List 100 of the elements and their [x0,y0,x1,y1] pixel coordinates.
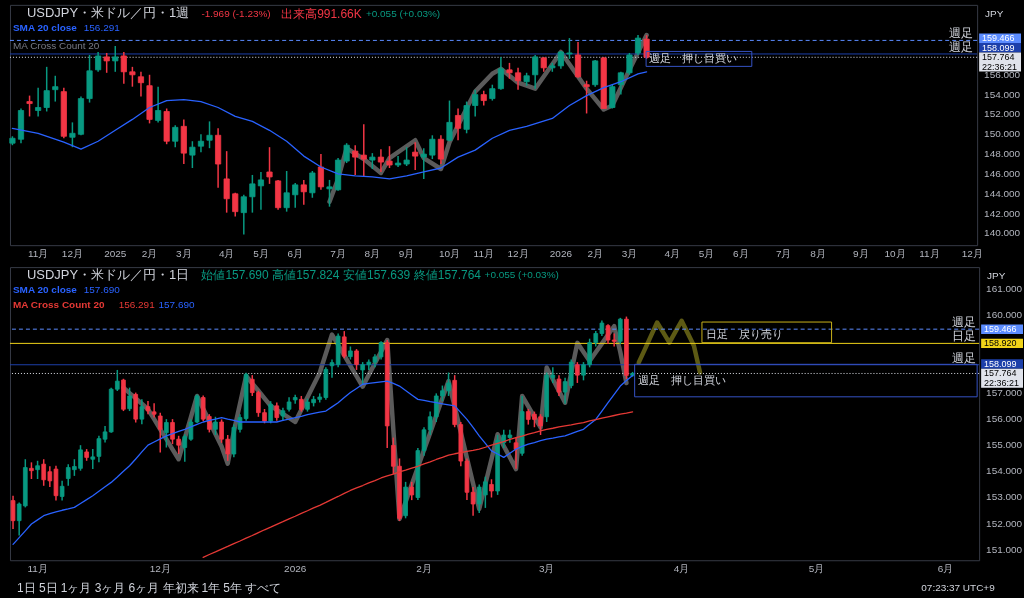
annotation: -1.969 (-1.23%) [201,7,271,19]
x-tick-label: 11月 [919,248,940,260]
annotation: MA Cross Count 20 [12,39,100,51]
candlestick [412,141,419,171]
x-tick-label: 5月 [808,562,825,574]
candlestick [95,51,102,73]
text: 1日 [16,581,36,596]
candlestick [300,179,307,206]
x-tick-label: 7月 [775,248,792,260]
x-tick-label: 5月 [253,248,269,260]
candlestick [120,51,127,85]
candlestick [206,120,213,149]
text: SMA 20 close [12,284,78,296]
candlestick [164,418,169,449]
x-tick-label: 5月 [698,248,715,260]
x-tick-label: 12月 [149,562,171,574]
chart-title: USDJPY・米ドル／円・1週 [26,4,190,20]
candlestick [155,85,162,124]
y-tick-label: 157.000 [986,387,1023,399]
text: 07:23:37 UTC+9 [921,582,996,594]
candlestick [317,153,324,191]
candlestick [43,66,50,113]
candlestick [583,79,590,115]
candlestick [437,134,444,165]
annotation: 157.690 [83,284,121,296]
x-tick-label: 4月 [218,248,235,260]
x-tick-label: 2025 [104,248,127,260]
candlestick [446,99,453,142]
x-tick-label: 3月 [621,248,638,260]
x-tick-label: 2月 [587,248,603,260]
text: 1年 [201,581,221,596]
y-tick-label: 144.000 [984,187,1021,199]
candlestick [139,398,145,426]
x-tick-label: 12月 [961,248,983,260]
candlestick [213,416,218,436]
ref-line-label: 157.764 [982,52,1015,63]
ref-line-label: 158.099 [982,42,1015,53]
candlestick [566,37,573,60]
y-tick-label: 151.000 [986,543,1023,555]
candlestick [470,486,476,517]
candlestick [592,59,599,88]
x-tick-label: 4月 [664,248,681,260]
x-tick-label: 11月 [27,562,48,574]
candlestick [35,86,42,118]
candlestick [377,148,384,173]
line-series [202,411,634,559]
candlestick [575,361,580,384]
annotation: 日足 戻り売り [705,327,783,340]
x-tick-label: 2026 [549,248,573,260]
candlestick [354,348,359,371]
candlestick [172,124,179,148]
y-tick-label: 155.000 [986,439,1023,451]
y-tick-label: 148.000 [984,148,1021,160]
text: JPY [985,7,1004,19]
candlestick [129,66,136,88]
text: MA Cross Count 20 [12,298,105,310]
ref-line-label: 159.466 [982,33,1015,44]
x-tick-label: 9月 [853,248,869,260]
candlestick [240,194,247,236]
x-tick-label: 2026 [284,562,307,574]
x-tick-label: 4月 [673,562,690,574]
x-tick-label: 8月 [810,248,826,260]
candlestick [112,45,119,73]
candlestick [409,481,415,501]
candlestick [514,67,522,91]
candlestick [274,401,280,422]
x-tick-label: 6月 [937,562,954,574]
y-tick-label: 154.000 [986,465,1023,477]
candlestick [472,88,479,118]
candlestick [309,170,316,199]
candlestick [454,107,462,141]
text: 6ヶ月 [128,581,160,596]
x-tick-label: 12月 [61,248,83,260]
y-tick-label: 152.000 [986,517,1023,529]
candlestick [429,134,436,160]
candlestick [343,142,350,164]
annotation: 出来高991.66K [281,6,362,21]
y-tick-label: 140.000 [984,227,1021,239]
candlestick [127,386,132,412]
candlestick [137,71,145,98]
y-tick-label: 150.000 [984,128,1021,140]
x-tick-label: 3月 [176,248,192,260]
text: 5日 [38,581,58,596]
candlestick [283,170,290,213]
annotation: 始値157.690 [201,268,269,283]
annotation: 安値157.639 [343,268,411,283]
candlestick [249,174,256,214]
x-tick-label: 11月 [27,248,49,260]
annotation: +0.055 (+0.03%) [365,7,441,19]
candlestick [386,145,393,169]
ref-line-label: 159.466 [984,324,1017,335]
candlestick [151,402,157,419]
candlestick [378,340,384,361]
x-tick-label: 12月 [507,248,529,260]
y-tick-label: 154.000 [984,88,1021,100]
ref-line-label: 158.920 [984,338,1017,349]
candlestick [609,83,616,110]
text: JPY [987,270,1006,282]
candlestick [634,34,642,56]
annotation: 終値157.764 [412,268,482,283]
